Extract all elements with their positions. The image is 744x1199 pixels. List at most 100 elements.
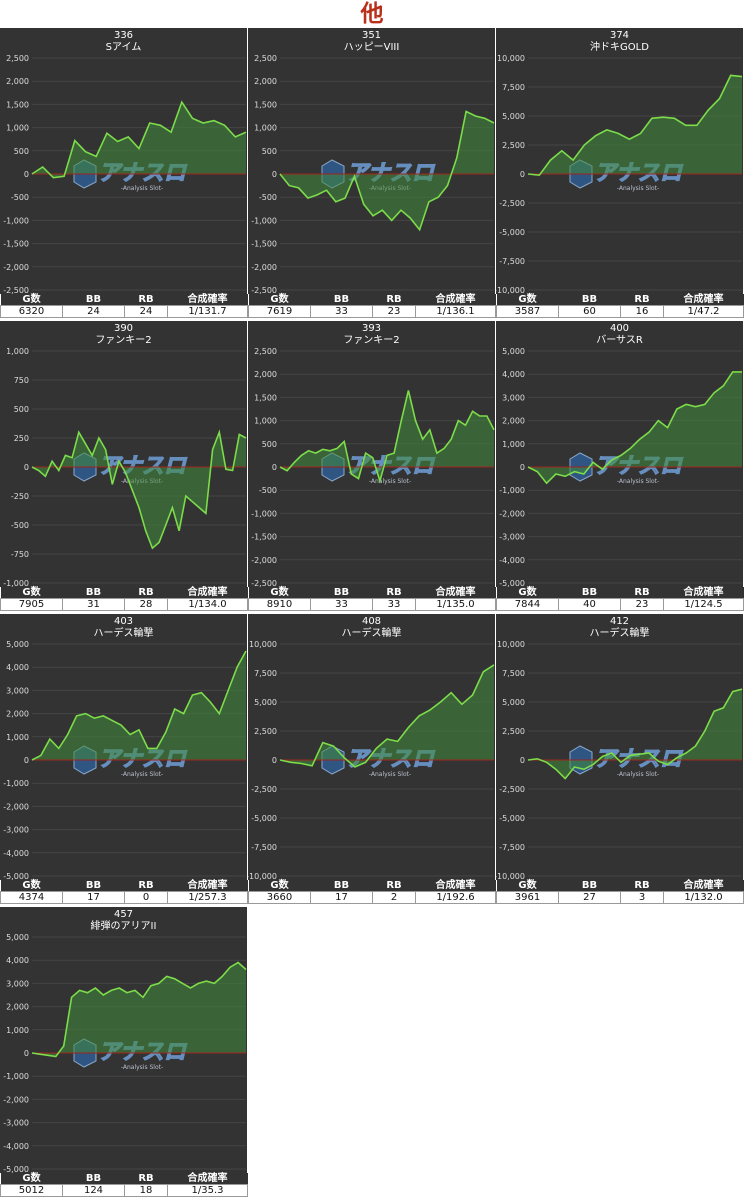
y-tick-label: -7,500 <box>499 257 525 266</box>
rb-value: 33 <box>372 598 416 611</box>
chart-area: -2,500 -2,000 -1,500 -1,000 -500 0 500 1,000 1,5… <box>0 28 247 294</box>
bb-value: 17 <box>310 891 373 904</box>
area-fill <box>280 390 494 481</box>
y-tick-label: 7,500 <box>502 669 525 678</box>
machine-number: 400 <box>609 323 630 334</box>
y-tick-label: -2,500 <box>251 785 277 794</box>
chart-svg: -2,500 -2,000 -1,500 -1,000 -500 0 500 1,000 1,5… <box>251 347 495 587</box>
y-tick-label: -2,500 <box>499 199 525 208</box>
stats-table: G数 BB RB 合成確率 7619 33 23 1/136.1 <box>248 294 496 318</box>
stats-header: G数 <box>496 880 559 892</box>
stats-header: BB <box>62 587 125 599</box>
y-tick-label: -1,000 <box>3 216 29 225</box>
chart-svg: -5,000 -4,000 -3,000 -2,000 -1,000 0 1,000 2,00… <box>3 640 247 880</box>
stats-header-row: G数 BB RB 合成確率 <box>496 294 744 306</box>
stats-header-row: G数 BB RB 合成確率 <box>0 587 248 599</box>
y-tick-label: 5,000 <box>502 698 525 707</box>
stats-header: RB <box>124 587 168 599</box>
stats-value-row: 7844 40 23 1/124.5 <box>496 598 744 611</box>
stats-header: 合成確率 <box>167 587 248 599</box>
machine-chart-412: -10,000 -7,500 -5,000 -2,500 0 2,500 5,000 7,50… <box>496 614 744 904</box>
machine-chart-403: -5,000 -4,000 -3,000 -2,000 -1,000 0 1,000 2,00… <box>0 614 248 904</box>
stats-table: G数 BB RB 合成確率 7844 40 23 1/124.5 <box>496 587 744 611</box>
stats-table: G数 BB RB 合成確率 5012 124 18 1/35.3 <box>0 1173 248 1197</box>
y-tick-label: -2,000 <box>251 556 277 565</box>
area-fill <box>280 664 494 767</box>
machine-number: 457 <box>113 909 134 920</box>
bb-value: 124 <box>62 1184 125 1197</box>
bb-value: 31 <box>62 598 125 611</box>
stats-header: RB <box>372 294 416 306</box>
stats-value-row: 7619 33 23 1/136.1 <box>248 305 496 318</box>
machine-name: Sアイム <box>105 42 142 53</box>
y-tick-label: -1,000 <box>3 1072 29 1081</box>
bb-value: 17 <box>62 891 125 904</box>
machine-chart-400: -5,000 -4,000 -3,000 -2,000 -1,000 0 1,000 2,00… <box>496 321 744 611</box>
chart-area: -10,000 -7,500 -5,000 -2,500 0 2,500 5,000 7,50… <box>248 614 495 880</box>
rate-value: 1/35.3 <box>167 1184 248 1197</box>
rb-value: 24 <box>124 305 168 318</box>
rate-value: 1/136.1 <box>415 305 496 318</box>
y-tick-label: -1,000 <box>3 779 29 788</box>
y-tick-label: 7,500 <box>502 83 525 92</box>
stats-header: RB <box>372 587 416 599</box>
stats-header: BB <box>558 294 621 306</box>
stats-header: BB <box>62 880 125 892</box>
bb-value: 27 <box>558 891 621 904</box>
stats-header: 合成確率 <box>167 294 248 306</box>
y-tick-label: 2,500 <box>254 347 277 356</box>
games-value: 7844 <box>496 598 559 611</box>
y-tick-label: 1,000 <box>254 417 277 426</box>
chart-svg: -5,000 -4,000 -3,000 -2,000 -1,000 0 1,000 2,00… <box>3 933 247 1173</box>
stats-header: G数 <box>248 294 311 306</box>
stats-header: G数 <box>0 880 63 892</box>
y-tick-label: 0 <box>272 463 277 472</box>
y-tick-label: -10,000 <box>496 286 525 294</box>
y-tick-label: 2,000 <box>254 77 277 86</box>
y-tick-label: 3,000 <box>6 686 29 695</box>
y-tick-label: 2,500 <box>502 727 525 736</box>
machine-chart-374: -10,000 -7,500 -5,000 -2,500 0 2,500 5,000 7,50… <box>496 28 744 318</box>
y-tick-label: -2,000 <box>3 802 29 811</box>
series-line <box>279 110 495 232</box>
y-tick-label: 750 <box>14 376 29 385</box>
machine-number: 351 <box>361 30 382 41</box>
y-tick-label: 0 <box>520 756 525 765</box>
y-tick-label: 0 <box>24 170 29 179</box>
rate-value: 1/257.3 <box>167 891 248 904</box>
watermark-subtext: -Analysis Slot- <box>121 771 163 778</box>
y-tick-label: -500 <box>11 521 29 530</box>
rb-value: 18 <box>124 1184 168 1197</box>
y-tick-label: 4,000 <box>6 956 29 965</box>
y-tick-label: -5,000 <box>499 814 525 823</box>
stats-header: G数 <box>248 880 311 892</box>
rb-value: 3 <box>620 891 664 904</box>
machine-chart-408: -10,000 -7,500 -5,000 -2,500 0 2,500 5,000 7,50… <box>248 614 496 904</box>
games-value: 6320 <box>0 305 63 318</box>
chart-svg: -5,000 -4,000 -3,000 -2,000 -1,000 0 1,000 2,00… <box>499 347 743 587</box>
machine-name: ハーデス輪撃 <box>341 628 402 639</box>
watermark-subtext: -Analysis Slot- <box>617 478 659 485</box>
y-tick-label: -7,500 <box>499 843 525 852</box>
machine-number: 374 <box>609 30 630 41</box>
machine-name: バーサスR <box>596 335 643 346</box>
rb-value: 23 <box>620 598 664 611</box>
y-tick-label: 1,000 <box>6 124 29 133</box>
y-tick-label: -1,000 <box>251 216 277 225</box>
stats-header: RB <box>124 1173 168 1185</box>
stats-header: G数 <box>0 587 63 599</box>
chart-area: -2,500 -2,000 -1,500 -1,000 -500 0 500 1,000 1,5… <box>248 321 495 587</box>
y-tick-label: 1,500 <box>254 100 277 109</box>
stats-header-row: G数 BB RB 合成確率 <box>0 294 248 306</box>
y-tick-label: 0 <box>24 756 29 765</box>
games-value: 3660 <box>248 891 311 904</box>
stats-table: G数 BB RB 合成確率 8910 33 33 1/135.0 <box>248 587 496 611</box>
y-tick-label: -250 <box>11 492 29 501</box>
machine-name: ハーデス輪撃 <box>93 628 154 639</box>
rate-value: 1/192.6 <box>415 891 496 904</box>
games-value: 7619 <box>248 305 311 318</box>
y-tick-label: -2,500 <box>251 579 277 587</box>
stats-header: BB <box>62 294 125 306</box>
y-tick-label: -5,000 <box>3 872 29 880</box>
stats-header: G数 <box>0 1173 63 1185</box>
